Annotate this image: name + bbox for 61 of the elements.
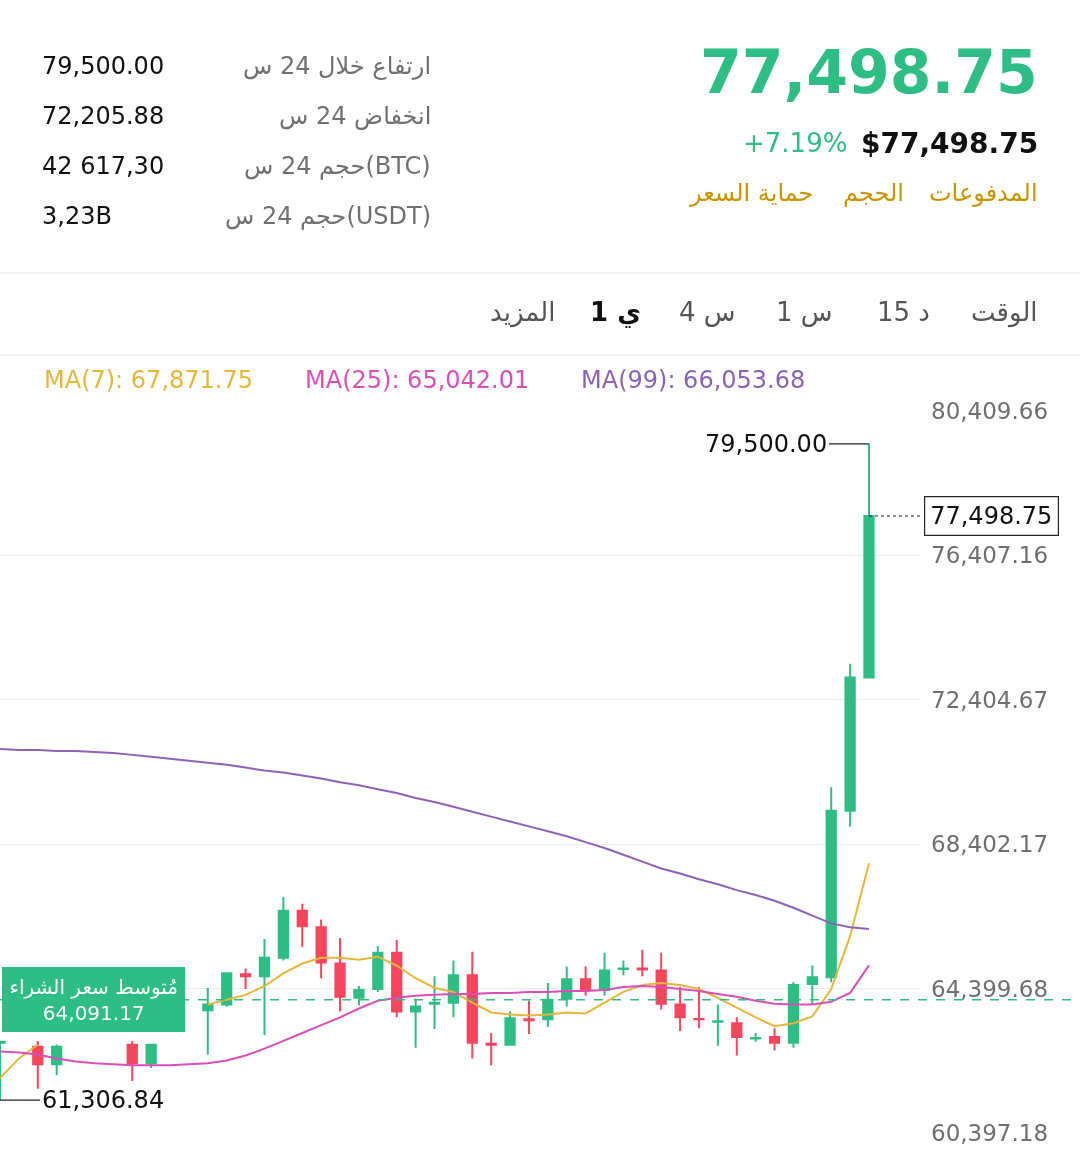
candlestick — [617, 959, 630, 977]
candlestick — [372, 944, 384, 993]
candlestick — [655, 951, 667, 1011]
candlestick — [693, 986, 705, 1030]
candlestick — [145, 1043, 157, 1069]
candlestick — [258, 938, 271, 1036]
candlestick — [485, 1032, 497, 1067]
text: المزيد — [490, 297, 556, 328]
candlestick — [277, 895, 289, 962]
candlestick — [504, 1010, 516, 1046]
text: حجم 24 س(USDT) — [225, 202, 432, 230]
candlestick — [844, 662, 856, 828]
text: 72,205.88 — [42, 102, 165, 130]
candlestick — [731, 1016, 743, 1057]
line-series — [0, 748, 870, 930]
candlestick — [391, 939, 403, 1019]
text: MA(7): 67,871.75 — [44, 366, 253, 394]
chart-title: 77,498.75 — [700, 37, 1038, 107]
ref-line-label: 77,498.75 — [930, 502, 1053, 531]
text: حجم 24 س(BTC) — [244, 152, 431, 180]
text: ارتفاع خلال 24 س — [243, 52, 432, 80]
text: 3,23B — [42, 202, 112, 230]
text: $77,498.75 — [861, 127, 1039, 160]
candlestick — [296, 902, 308, 948]
text: انخفاض 24 س — [279, 102, 432, 130]
candlestick — [712, 1003, 724, 1047]
y-tick-label: 68,402.17 — [931, 831, 1049, 858]
candlestick — [126, 1039, 138, 1082]
candlestick — [239, 967, 252, 990]
text: الوقت — [971, 297, 1038, 328]
annotation: 79,500.00 — [705, 430, 828, 458]
candlestick — [580, 965, 592, 997]
text: +7.19% — [743, 128, 848, 158]
text: MA(99): 66,053.68 — [581, 366, 806, 394]
text: 1 س — [776, 297, 833, 327]
annotation: 61,306.84 — [42, 1086, 165, 1114]
candlestick — [466, 950, 478, 1060]
text: المدفوعات — [929, 179, 1038, 207]
candlestick — [636, 948, 648, 978]
candlestick — [768, 1027, 781, 1052]
text: 79,500.00 — [42, 52, 165, 80]
candlestick — [863, 442, 875, 679]
candlestick — [674, 986, 686, 1033]
line-series — [0, 964, 870, 1067]
candlestick — [598, 951, 611, 997]
text: MA(25): 65,042.01 — [305, 366, 530, 394]
text: الحجم — [843, 179, 904, 207]
candlestick — [523, 999, 535, 1036]
y-tick-label: 64,399.68 — [931, 975, 1049, 1002]
candlestick — [334, 937, 346, 1013]
y-tick-label: 60,397.18 — [931, 1120, 1049, 1147]
candlestick — [825, 786, 837, 984]
text: 42 617,30 — [42, 152, 165, 180]
text: 4 س — [679, 297, 736, 327]
candlestick — [315, 918, 327, 980]
text: حماية السعر — [689, 179, 814, 207]
text: 1 ي — [590, 297, 641, 328]
y-tick-label: 80,409.66 — [931, 398, 1049, 425]
text: 15 د — [877, 297, 930, 327]
y-tick-label: 72,404.67 — [931, 686, 1049, 713]
y-tick-label: 76,407.16 — [931, 542, 1049, 569]
